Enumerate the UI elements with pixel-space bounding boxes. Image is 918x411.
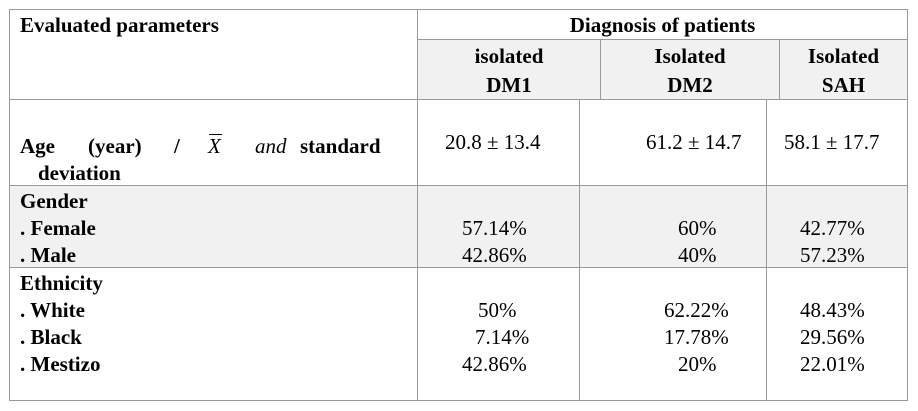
header-dm1-line1: isolated (474, 44, 544, 68)
black-dm1-value: 7.14% (475, 325, 530, 349)
age-label-and: and (255, 134, 287, 158)
black-dm2-value: 17.78% (664, 325, 729, 349)
table-bottom-border (9, 400, 908, 401)
white-dm2-value: 62.22% (664, 298, 729, 322)
ethnicity-white-label: . White (20, 298, 85, 322)
female-dm1-value: 57.14% (462, 216, 527, 240)
ethnicity-black-label: . Black (20, 325, 82, 349)
gender-row-shade (9, 185, 907, 267)
mestizo-dm1-value: 42.86% (462, 352, 527, 376)
dm1-dm2-header-border (600, 39, 601, 100)
age-label-mean-symbol: X (208, 134, 222, 158)
diagnosis-divider (418, 39, 908, 40)
header-parameters: Evaluated parameters (20, 13, 219, 37)
mestizo-dm2-value: 20% (678, 352, 717, 376)
age-label-deviation: deviation (38, 161, 121, 185)
table-top-border (9, 9, 908, 10)
gender-female-label: . Female (20, 216, 96, 240)
male-dm1-value: 42.86% (462, 243, 527, 267)
age-label-age: Age (20, 134, 55, 158)
header-diagnosis: Diagnosis of patients (569, 13, 756, 37)
table-right-border (907, 9, 908, 401)
male-dm2-value: 40% (678, 243, 717, 267)
age-dm2-value: 61.2 ± 14.7 (646, 130, 742, 154)
header-dm1-line2: DM1 (486, 73, 532, 97)
dm1-dm2-body-border (579, 99, 580, 401)
male-sah-value: 57.23% (800, 243, 865, 267)
header-subcolumn-shade (418, 40, 907, 99)
age-label-year: (year) (88, 134, 142, 158)
parameters-column-border (417, 9, 418, 401)
age-dm1-value: 20.8 ± 13.4 (445, 130, 541, 154)
white-sah-value: 48.43% (800, 298, 865, 322)
ethnicity-mestizo-label: . Mestizo (20, 352, 101, 376)
white-dm1-value: 50% (478, 298, 517, 322)
header-dm2-line2: DM2 (667, 73, 713, 97)
age-row-bottom-border (9, 185, 908, 186)
female-sah-value: 42.77% (800, 216, 865, 240)
ethnicity-title: Ethnicity (20, 271, 103, 295)
header-bottom-border (9, 99, 908, 100)
age-label-standard: standard (300, 134, 381, 158)
age-label-slash: / (174, 134, 180, 158)
age-sah-value: 58.1 ± 17.7 (784, 130, 880, 154)
dm2-sah-header-border (779, 39, 780, 100)
clipped-next-line: ‘ ’ ‘ ’ ‘ ’ (0, 404, 918, 411)
female-dm2-value: 60% (678, 216, 717, 240)
black-sah-value: 29.56% (800, 325, 865, 349)
header-sah-line1: Isolated (807, 44, 880, 68)
table-left-border (9, 9, 10, 401)
mestizo-sah-value: 22.01% (800, 352, 865, 376)
dm2-sah-body-border (766, 99, 767, 401)
gender-male-label: . Male (20, 243, 76, 267)
header-dm2-line1: Isolated (654, 44, 726, 68)
header-sah-line2: SAH (821, 73, 866, 97)
gender-title: Gender (20, 189, 88, 213)
gender-row-bottom-border (9, 267, 908, 268)
